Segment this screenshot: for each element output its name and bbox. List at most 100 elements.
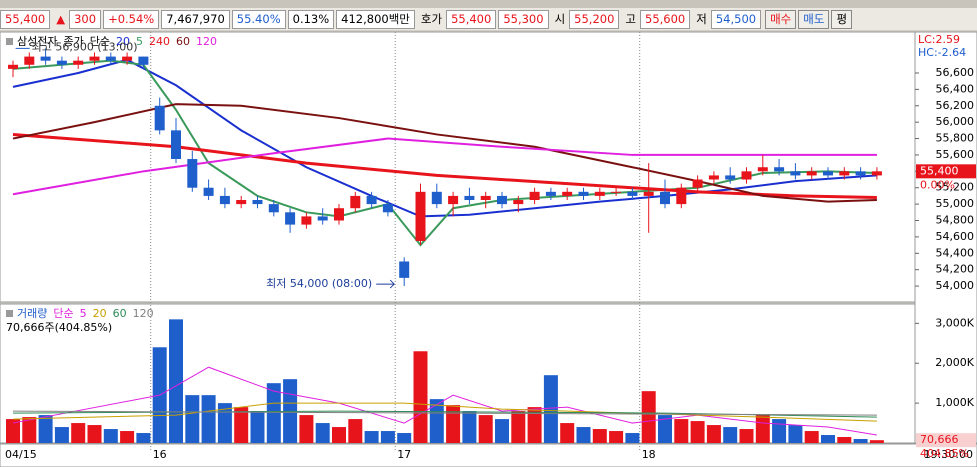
- legend-item: 종가: [63, 35, 83, 48]
- volume-bar: [136, 433, 151, 443]
- candle-body: [741, 171, 752, 180]
- legend-item: 120: [196, 35, 217, 48]
- candle-body: [138, 56, 149, 65]
- y-tick-label: 54,000: [936, 279, 975, 292]
- candle-body: [611, 191, 622, 193]
- candle-body: [578, 191, 589, 196]
- ma-line: [12, 132, 877, 200]
- amount: 412,800백만: [336, 9, 415, 29]
- candle-body: [334, 208, 344, 221]
- candle-body: [187, 159, 198, 188]
- high-label: 고: [625, 12, 636, 26]
- candle-body: [105, 56, 116, 61]
- legend-item: 240: [149, 35, 170, 48]
- candle-body: [285, 212, 296, 225]
- candle-body: [122, 56, 133, 61]
- volume-bar: [413, 351, 428, 443]
- volume-bar: [788, 425, 803, 443]
- candle-body: [708, 175, 719, 180]
- annotation-arrow: [376, 279, 395, 289]
- time-label: 19:30:00: [924, 448, 973, 461]
- candle-body: [301, 216, 312, 225]
- legend-item: 20: [93, 307, 107, 320]
- x-tick-label: 16: [153, 448, 167, 461]
- volume-bar: [576, 427, 591, 443]
- x-tick-label: 04/15: [5, 448, 37, 461]
- legend-item: 거래량: [17, 307, 47, 320]
- y-tick-label: 54,200: [936, 263, 975, 276]
- volume-bar: [869, 440, 884, 443]
- y-tick-label: 3,000K: [935, 316, 974, 329]
- candle-body: [790, 171, 801, 176]
- volume-bar: [6, 419, 20, 443]
- avg-button[interactable]: 평: [831, 9, 853, 29]
- candle-body: [806, 171, 817, 176]
- y-tick-label: 55,800: [936, 132, 975, 145]
- volume-bar: [446, 405, 461, 443]
- candle-body: [643, 191, 654, 196]
- open-label: 시: [554, 12, 566, 26]
- volume-bar: [658, 415, 672, 443]
- candle-body: [757, 167, 768, 172]
- change: 300: [69, 9, 102, 29]
- candle-body: [415, 191, 426, 241]
- candle-body: [480, 195, 491, 201]
- candle-body: [431, 191, 442, 205]
- buy-button[interactable]: 매수: [765, 9, 797, 29]
- volume-bar: [87, 425, 102, 443]
- legend-item: 60: [113, 307, 127, 320]
- candle-body: [545, 191, 556, 196]
- y-tick-label: 56,000: [936, 115, 975, 128]
- price-panel: [0, 31, 916, 303]
- candle-body: [448, 195, 459, 205]
- candle-body: [366, 195, 377, 205]
- candle-body: [660, 191, 670, 205]
- volume-bar: [315, 423, 330, 443]
- volume-bar: [511, 411, 526, 443]
- volume-bar: [755, 415, 770, 443]
- x-tick-label: 18: [642, 448, 656, 461]
- candle-body: [774, 167, 785, 172]
- volume-bar: [71, 423, 86, 443]
- volume-bar: [560, 423, 575, 443]
- ask-label: 호가: [420, 12, 443, 26]
- volume-bar: [22, 417, 37, 443]
- candle-body: [725, 175, 736, 180]
- volume-bar: [690, 421, 705, 443]
- y-tick-label: 56,200: [936, 99, 975, 112]
- candle-body: [203, 187, 214, 196]
- current-box: [916, 164, 976, 179]
- arrow: ▲: [56, 12, 66, 26]
- low: 54,500: [710, 9, 762, 29]
- volume-bar: [332, 427, 346, 443]
- candle-body: [219, 195, 230, 205]
- volume-bar: [853, 439, 868, 443]
- volume-bar: [478, 415, 493, 443]
- candle-body: [855, 171, 866, 176]
- volume-bar: [217, 403, 232, 443]
- bid: 55,300: [498, 9, 549, 29]
- candle-body: [73, 60, 84, 65]
- candle-body: [268, 204, 279, 213]
- current-label: 70,666: [920, 433, 959, 446]
- volume-bar: [609, 431, 624, 443]
- volume-bar: [103, 429, 118, 443]
- current-box: [916, 433, 976, 448]
- sell-button[interactable]: 매도: [798, 9, 830, 29]
- volume-bar: [543, 375, 558, 443]
- hc-label: HC:-2.64: [918, 46, 966, 59]
- low-label: 저: [696, 12, 707, 26]
- volume-bar: [821, 435, 835, 443]
- candle-body: [399, 261, 410, 278]
- ma-line: [12, 402, 877, 422]
- volume-bar: [299, 415, 314, 443]
- high: 55,600: [640, 9, 691, 29]
- candle-body: [839, 171, 850, 176]
- volume-bar: [837, 437, 852, 443]
- y-tick-label: 56,600: [936, 66, 975, 79]
- volume-bar: [723, 427, 738, 443]
- legend-item: 단순: [53, 307, 73, 320]
- candle-body: [154, 105, 165, 131]
- volume-bar: [527, 407, 542, 443]
